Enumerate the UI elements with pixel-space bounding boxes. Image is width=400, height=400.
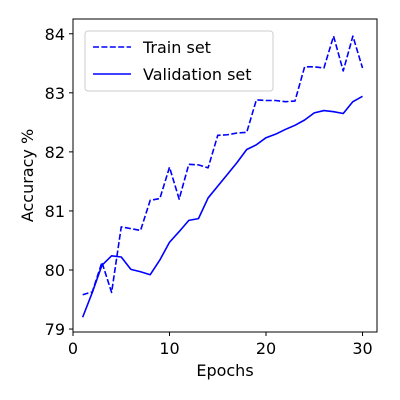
y-tick-label: 84: [45, 25, 65, 44]
y-tick-label: 82: [45, 143, 65, 162]
axes: 0 10 20 30 79 80 81 82 83 84: [45, 18, 378, 358]
series-line-train-set: [82, 35, 364, 296]
y-axis-label: Accuracy %: [18, 129, 37, 222]
y-tick-label: 83: [45, 84, 65, 103]
legend-label: Validation set: [143, 65, 252, 84]
legend: Train set Validation set: [84, 30, 274, 92]
x-axis-label: Epochs: [196, 361, 253, 380]
legend-box: [84, 30, 274, 92]
plot-area: [81, 35, 364, 318]
x-tick-label: 30: [352, 339, 372, 358]
y-tick-label: 79: [45, 320, 65, 339]
y-tick-label: 80: [45, 261, 65, 280]
x-tick-label: 10: [159, 339, 179, 358]
series-line-validation-set: [81, 95, 363, 318]
axes-frame: [72, 18, 378, 333]
legend-label: Train set: [142, 38, 211, 57]
x-tick-label: 20: [256, 339, 276, 358]
x-tick-label: 0: [68, 339, 78, 358]
y-tick-label: 81: [45, 202, 65, 221]
